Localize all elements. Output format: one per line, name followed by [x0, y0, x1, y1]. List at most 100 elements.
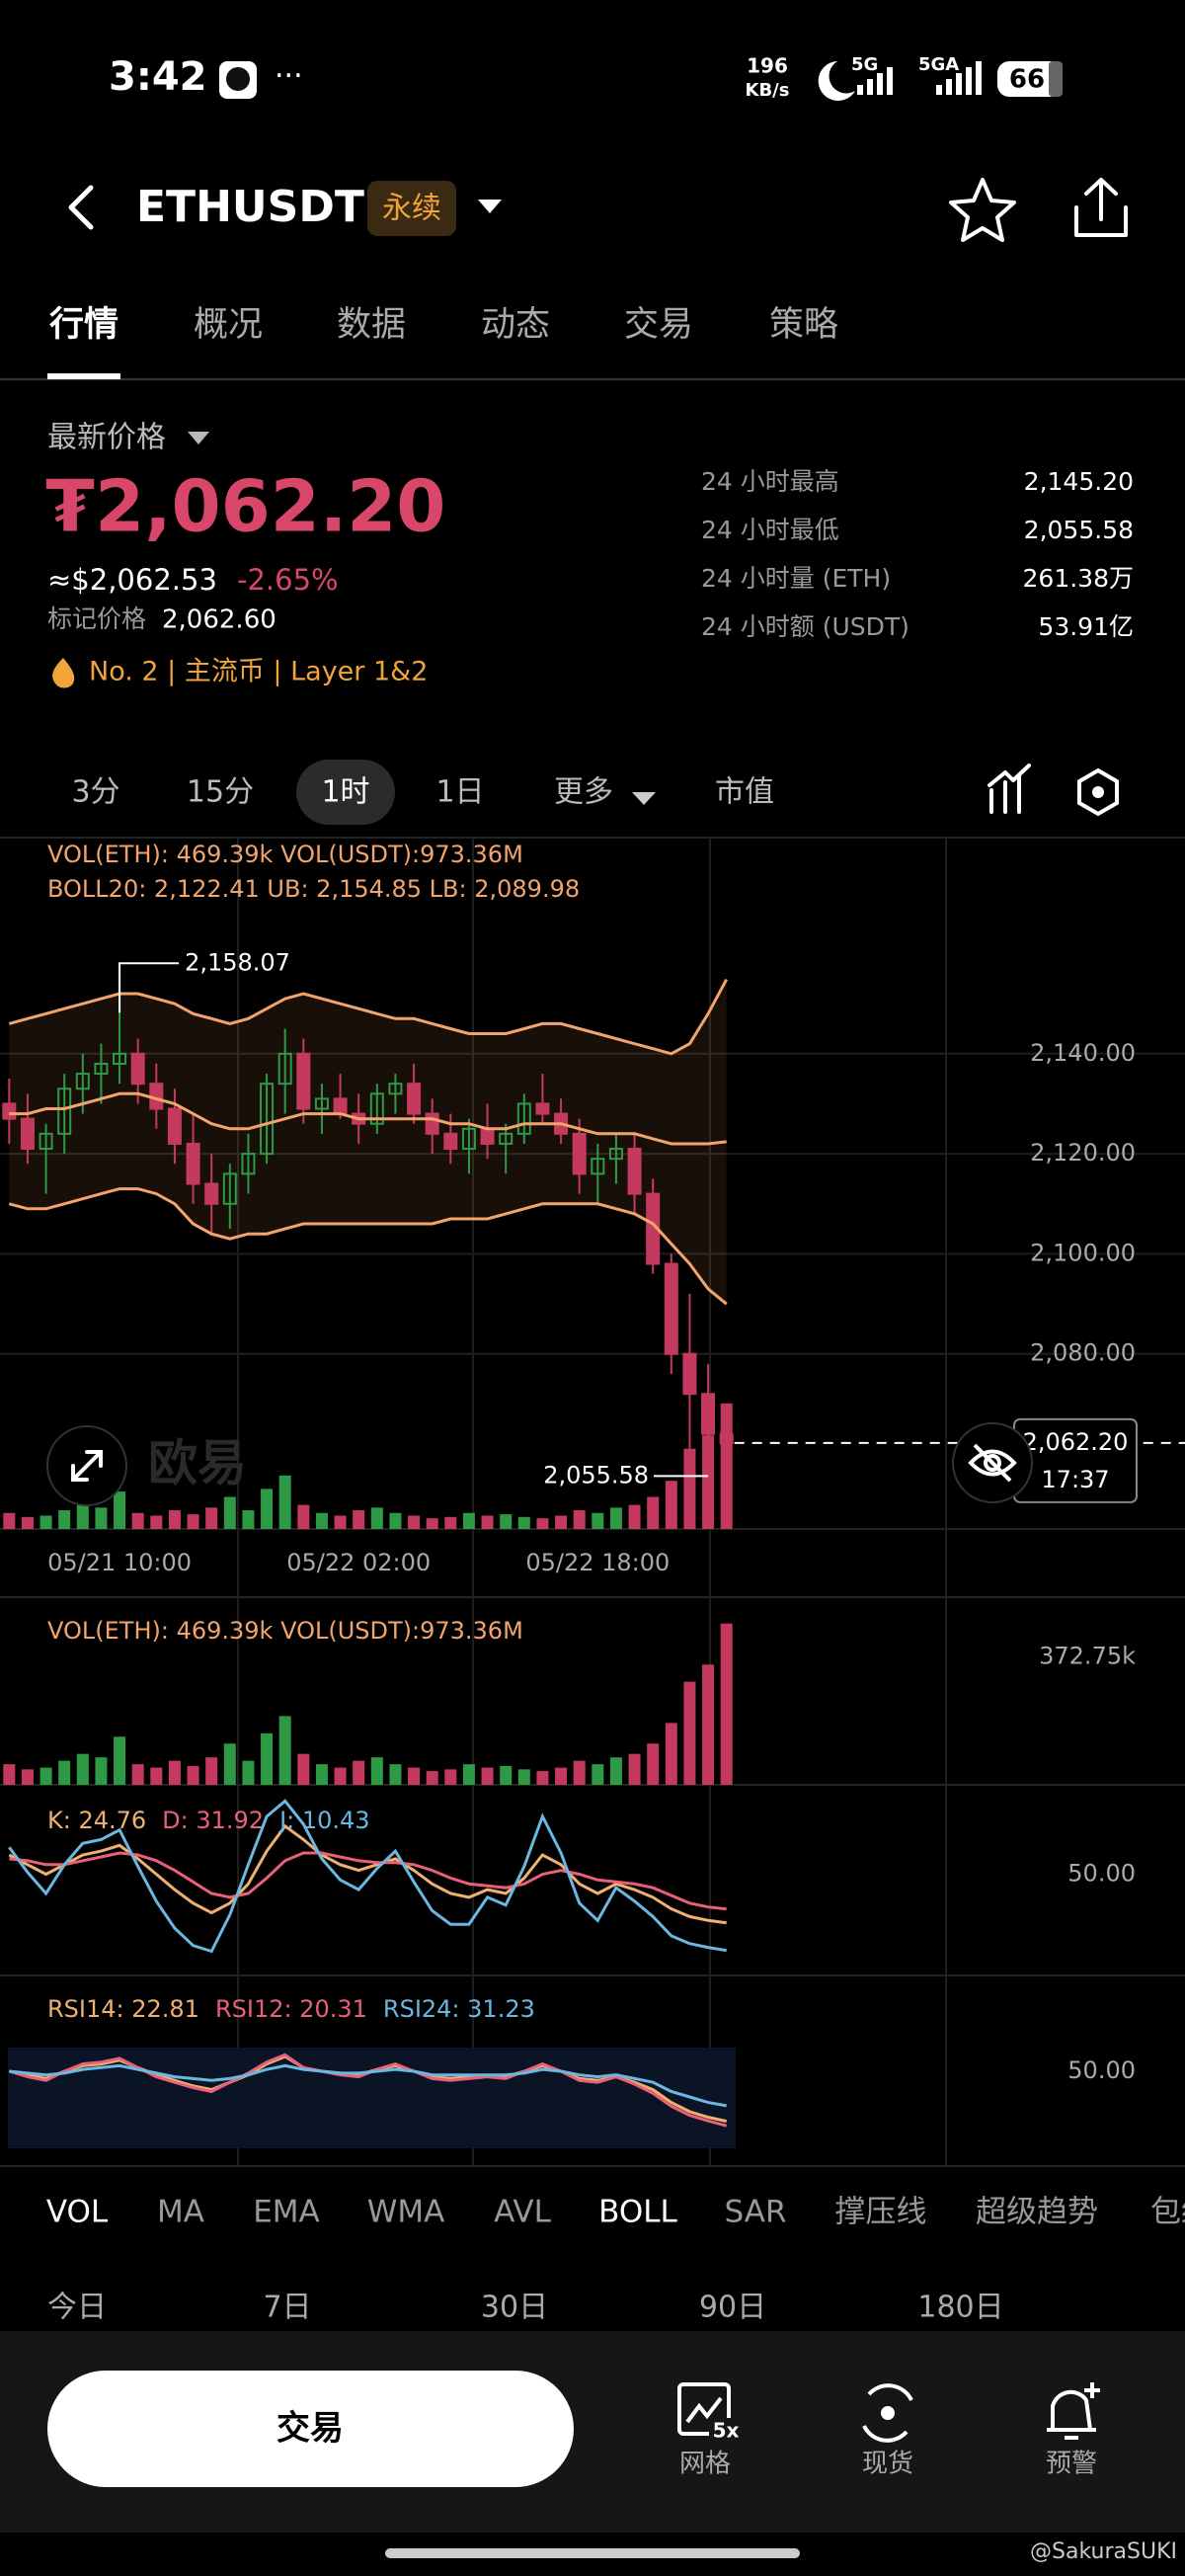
indicator-line: [9, 1851, 727, 1911]
legend-entry: RSI12: 20.31: [215, 1995, 367, 2023]
volume-bar: [40, 1767, 52, 1785]
interval[interactable]: 1日: [435, 775, 484, 810]
legend-entry: RSI24: 31.23: [383, 1995, 535, 2023]
trade-button[interactable]: [47, 2371, 574, 2487]
alert-icon[interactable]: [1047, 2389, 1096, 2440]
grid-icon[interactable]: [677, 2382, 731, 2436]
band-fill: [9, 979, 727, 1305]
interval[interactable]: 1时: [321, 775, 369, 810]
volume-bar: [334, 1515, 347, 1529]
tab-bar: 行情 概况 数据 动态 交易 策略: [49, 305, 838, 345]
y-tick-label: 50.00: [1067, 2056, 1136, 2084]
stat-label: 24 小时量 (ETH): [701, 564, 891, 593]
interval[interactable]: 15分: [187, 775, 254, 810]
y-tick-label: 2,100.00: [1030, 1239, 1136, 1266]
volume-bar: [628, 1504, 641, 1529]
interval[interactable]: 市值: [715, 775, 774, 810]
volume-bar: [536, 1518, 549, 1529]
y-tick-label: 2,080.00: [1030, 1339, 1136, 1367]
share-button[interactable]: [1074, 178, 1128, 237]
mark-price-label: 标记价格: [47, 604, 146, 633]
back-button[interactable]: [68, 185, 94, 230]
grid-label[interactable]: 网格: [679, 2450, 731, 2479]
expand-icon[interactable]: [71, 1450, 103, 1482]
volume-bar: [95, 1757, 108, 1785]
chart-settings-button[interactable]: [1077, 767, 1119, 817]
volume-bar: [426, 1518, 438, 1529]
candle-body: [572, 1132, 587, 1175]
favorite-button[interactable]: [949, 178, 1016, 242]
indicator-tab[interactable]: 超级趋势: [976, 2195, 1098, 2230]
charts: 2,140.00 2,120.00 2,100.00 2,080.00 05/21 10…: [0, 841, 1185, 2128]
rsi-band: [8, 2048, 736, 2148]
interval[interactable]: 更多: [554, 775, 613, 810]
home-indicator: [385, 2548, 800, 2558]
spot-icon[interactable]: [862, 2383, 913, 2443]
spot-label[interactable]: 现货: [862, 2450, 913, 2479]
period-tab[interactable]: 30日: [481, 2291, 548, 2325]
candle-body: [719, 1432, 734, 1444]
volume-bar: [555, 1767, 568, 1785]
volume-bar: [278, 1716, 291, 1785]
candle-body: [57, 1087, 72, 1135]
alert-button[interactable]: 预警: [1046, 2382, 1100, 2479]
stat-value: 53.91亿: [1038, 612, 1134, 641]
alert-label[interactable]: 预警: [1046, 2450, 1097, 2479]
volume-bar: [555, 1515, 568, 1529]
volume-bar: [444, 1516, 457, 1529]
interval[interactable]: 3分: [71, 775, 119, 810]
candle-body: [499, 1132, 514, 1145]
tab[interactable]: 行情: [49, 305, 118, 345]
volume-bar: [353, 1760, 365, 1785]
period-tab[interactable]: 180日: [917, 2291, 1003, 2325]
volume-bar: [517, 1769, 530, 1785]
indicator-tab[interactable]: EMA: [253, 2195, 320, 2230]
indicator-tab[interactable]: MA: [157, 2195, 204, 2230]
indicator-tab[interactable]: AVL: [494, 2195, 551, 2230]
tab[interactable]: 数据: [337, 305, 406, 345]
spot-icon-dot[interactable]: [881, 2406, 895, 2420]
tab[interactable]: 动态: [481, 305, 550, 345]
more-dropdown[interactable]: [632, 792, 656, 805]
indicator-settings-button[interactable]: [988, 764, 1031, 814]
grid-badge-bg[interactable]: [709, 2418, 743, 2444]
spot-button[interactable]: 现货: [862, 2383, 913, 2479]
indicator-tab[interactable]: SAR: [725, 2195, 787, 2230]
candle-body: [222, 1172, 237, 1205]
usd-price: ≈$2,062.53: [47, 563, 217, 597]
legend-entry: RSI14: 22.81: [47, 1995, 199, 2023]
volume-bar: [426, 1771, 438, 1785]
grid-button[interactable]: 5x 网格: [677, 2382, 743, 2479]
volume-bar: [573, 1510, 586, 1529]
alert-plus[interactable]: [1084, 2382, 1100, 2398]
hexagon-dot[interactable]: [1092, 786, 1104, 798]
price-change: -2.65%: [237, 563, 339, 597]
volume-bar: [609, 1757, 622, 1785]
indicator-tab[interactable]: 包络: [1150, 2195, 1185, 2230]
candle-body: [39, 1132, 53, 1151]
active-interval-bg: [296, 760, 395, 825]
grid-icon-line[interactable]: [685, 2396, 723, 2424]
period-tab[interactable]: 7日: [263, 2291, 311, 2325]
period-tab[interactable]: 今日: [47, 2291, 107, 2325]
grid-badge[interactable]: 5x: [713, 2419, 740, 2443]
eye-icon[interactable]: [968, 1443, 1017, 1483]
network-label: 5GA: [918, 54, 959, 75]
symbol-dropdown[interactable]: [478, 200, 502, 213]
candle-body: [113, 1052, 127, 1065]
indicator-tab[interactable]: WMA: [367, 2195, 445, 2230]
trade-button-label[interactable]: 交易: [276, 2409, 344, 2449]
candle-body: [186, 1142, 200, 1185]
tab[interactable]: 策略: [769, 305, 838, 345]
indicator-tab[interactable]: 撑压线: [835, 2195, 927, 2230]
period-tab[interactable]: 90日: [699, 2291, 766, 2325]
price-label: 最新价格: [47, 421, 166, 455]
tab[interactable]: 概况: [194, 305, 263, 345]
indicator-tab[interactable]: BOLL: [598, 2195, 677, 2230]
hexagon[interactable]: [1077, 767, 1119, 817]
volume-bar: [21, 1769, 34, 1785]
price-dropdown[interactable]: [188, 432, 209, 444]
volume-bar: [21, 1516, 34, 1529]
indicator-tab[interactable]: VOL: [46, 2195, 109, 2230]
tab[interactable]: 交易: [624, 305, 693, 345]
